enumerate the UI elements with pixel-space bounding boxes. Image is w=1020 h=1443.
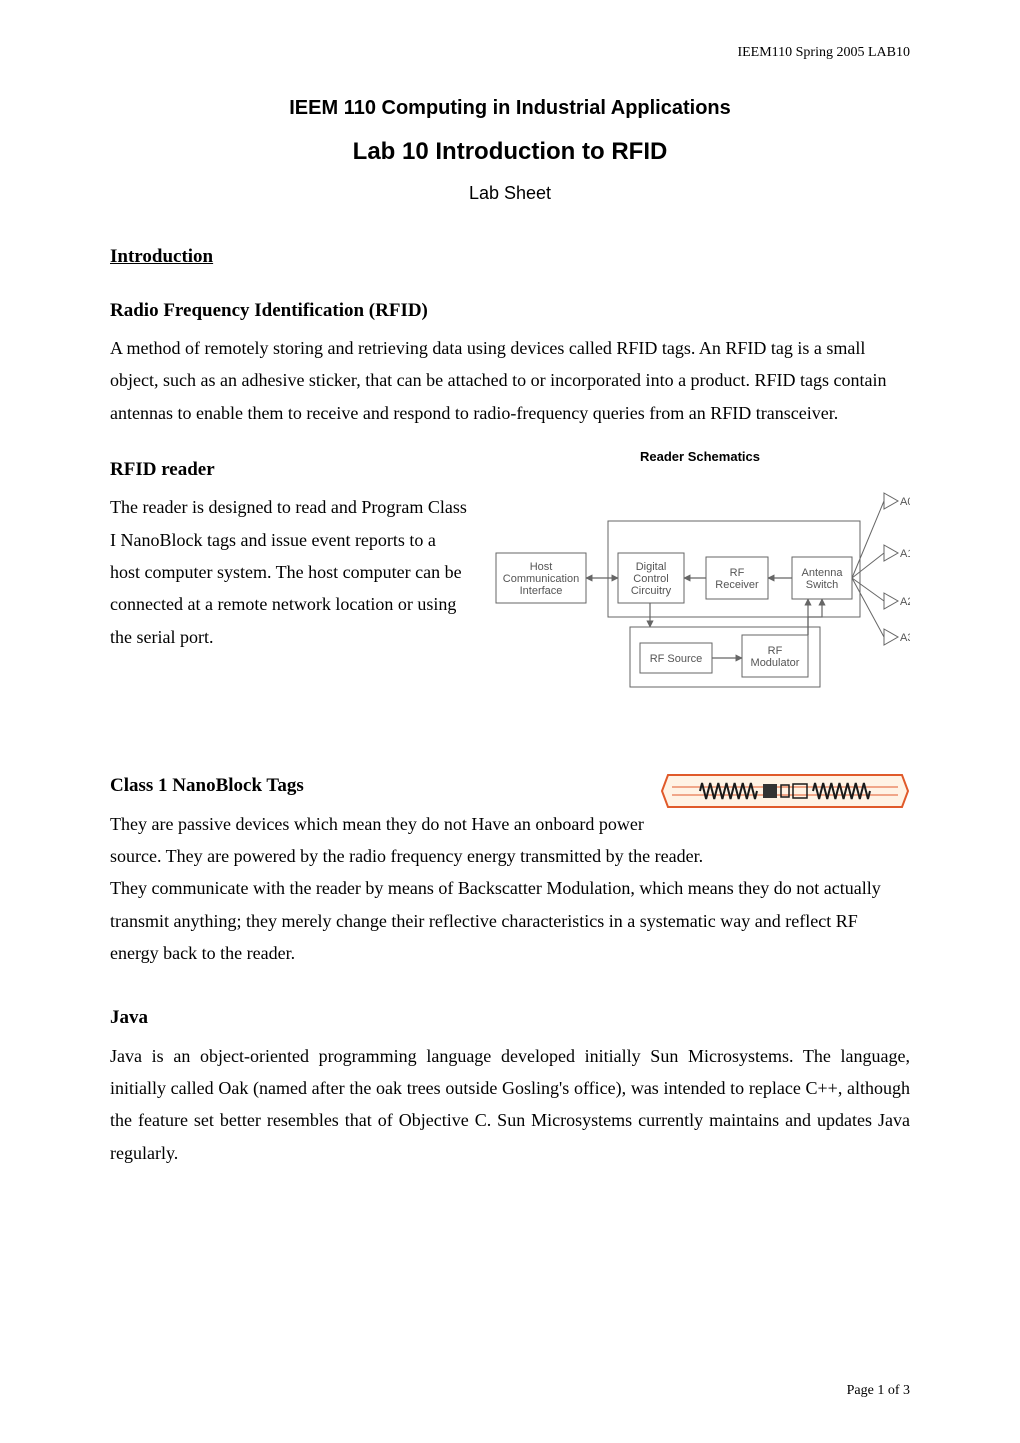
subhead-rfid: Radio Frequency Identification (RFID) [110,294,910,328]
svg-text:Receiver: Receiver [715,579,759,591]
svg-text:Switch: Switch [806,579,838,591]
svg-text:Interface: Interface [520,585,563,597]
svg-text:RF: RF [730,567,745,579]
para-tags-2: They communicate with the reader by mean… [110,872,910,969]
svg-text:RF: RF [768,645,783,657]
svg-text:Control: Control [633,573,668,585]
doc-title-line1: IEEM 110 Computing in Industrial Applica… [110,90,910,126]
page-footer: Page 1 of 3 [847,1378,910,1403]
svg-text:Communication: Communication [503,573,579,585]
para-reader: The reader is designed to read and Progr… [110,491,470,653]
para-rfid: A method of remotely storing and retriev… [110,332,910,429]
subhead-reader: RFID reader [110,453,470,487]
doc-title-line3: Lab Sheet [110,177,910,209]
svg-text:Circuitry: Circuitry [631,585,672,597]
doc-title-line2: Lab 10 Introduction to RFID [110,130,910,173]
reader-schematic-diagram: A0 A1 A2 A3 HostCommunicationInterface Digita… [490,475,910,715]
schematic-label: Reader Schematics [490,445,910,468]
reader-row: RFID reader The reader is designed to re… [110,439,910,725]
svg-text:A1: A1 [900,548,910,560]
svg-text:A3: A3 [900,632,910,644]
subhead-java: Java [110,1001,910,1035]
nanoblock-tag-image [660,773,910,809]
svg-text:A0: A0 [900,496,910,508]
tag-image-wrap [660,773,910,820]
svg-text:Antenna: Antenna [802,567,844,579]
svg-text:A2: A2 [900,596,910,608]
svg-text:Digital: Digital [636,561,667,573]
svg-text:RF Source: RF Source [650,653,703,665]
section-introduction: Introduction [110,240,910,274]
svg-text:Host: Host [530,561,553,573]
svg-text:Modulator: Modulator [751,657,800,669]
running-header: IEEM110 Spring 2005 LAB10 [737,40,910,65]
para-java: Java is an object-oriented programming l… [110,1040,910,1170]
title-block: IEEM 110 Computing in Industrial Applica… [110,90,910,210]
